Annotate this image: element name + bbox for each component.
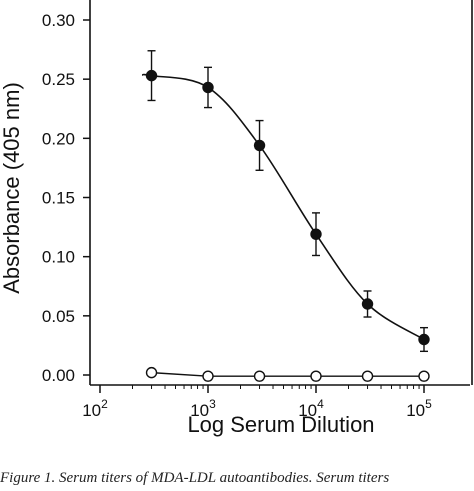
y-ticks: 0.00 0.05 0.10 0.15 0.20 0.25 0.30 xyxy=(42,11,90,385)
y-tick-label: 0.05 xyxy=(42,307,75,326)
data-point xyxy=(145,366,158,379)
plot-frame xyxy=(89,0,473,386)
series-layer xyxy=(141,50,430,382)
series-line xyxy=(151,371,424,377)
figure-caption: Figure 1. Serum titers of MDA-LDL autoan… xyxy=(0,470,390,486)
y-tick-label: 0.15 xyxy=(42,189,75,208)
data-point xyxy=(202,81,214,94)
data-point xyxy=(253,370,266,382)
x-tick-label: 103 xyxy=(190,397,216,420)
y-tick-label: 0.00 xyxy=(42,366,75,385)
y-tick-label: 0.30 xyxy=(42,11,75,30)
series-2 xyxy=(145,366,430,382)
data-point xyxy=(361,370,374,382)
fit-curve xyxy=(141,73,425,341)
x-axis-title: Log Serum Dilution xyxy=(187,412,374,437)
y-tick-label: 0.25 xyxy=(42,70,75,89)
data-point xyxy=(253,139,266,152)
data-point xyxy=(361,298,374,310)
data-point xyxy=(145,69,158,82)
y-tick-label: 0.10 xyxy=(42,248,75,267)
data-point xyxy=(310,228,322,240)
y-tick-label: 0.20 xyxy=(42,129,75,148)
x-ticks: 102 103 104 105 xyxy=(82,385,432,420)
data-point xyxy=(418,370,430,382)
x-tick-label: 102 xyxy=(82,397,108,420)
series-1 xyxy=(141,50,430,353)
data-point xyxy=(202,370,214,382)
data-point xyxy=(418,333,430,346)
data-point xyxy=(310,370,322,382)
y-axis-title: Absorbance (405 nm) xyxy=(0,82,24,294)
x-tick-label: 105 xyxy=(406,397,432,420)
x-tick-label: 104 xyxy=(298,397,324,420)
